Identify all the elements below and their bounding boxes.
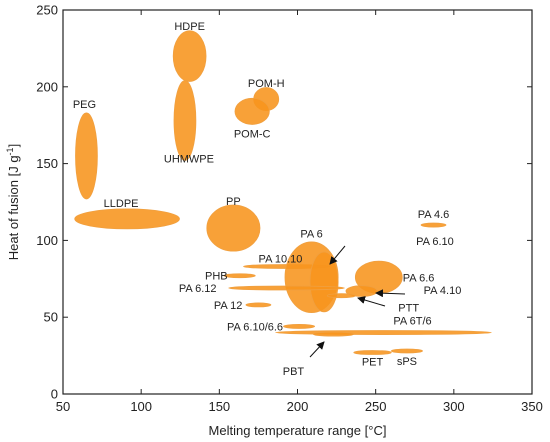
label-pet: PET xyxy=(362,357,384,369)
x-tick-label: 150 xyxy=(208,399,230,414)
mark-pom-c xyxy=(234,97,270,125)
y-tick-label: 250 xyxy=(36,3,58,18)
mark-lldpe xyxy=(74,208,180,230)
mark-pa-6-10 xyxy=(309,251,339,313)
label-pa-10-10: PA 10.10 xyxy=(259,254,303,266)
label-pp: PP xyxy=(226,196,241,208)
x-tick-label: 350 xyxy=(521,399,543,414)
label-pbt: PBT xyxy=(283,366,305,378)
label-pa-12: PA 12 xyxy=(214,300,243,312)
mark-pa-4-6 xyxy=(420,222,447,228)
mark-pp xyxy=(206,204,261,252)
mark-pa-12 xyxy=(245,302,272,308)
mark-hdpe xyxy=(172,30,207,82)
x-tick-label: 50 xyxy=(56,399,70,414)
label-pa-4-6: PA 4.6 xyxy=(418,209,450,221)
y-axis-title-main: Heat of fusion [J g xyxy=(6,155,21,260)
y-tick-label: 100 xyxy=(36,233,58,248)
y-tick-label: 50 xyxy=(44,310,58,325)
y-axis-title-tail: ] xyxy=(6,144,21,148)
mark-sps xyxy=(390,348,423,354)
label-pa-4-10: PA 4.10 xyxy=(424,285,462,297)
x-tick-label: 200 xyxy=(287,399,309,414)
mark-labels: HDPE UHMWPE POM-H POM-C PEG LLDPE PP PA 4.6 PA 1… xyxy=(73,21,461,378)
label-pa-6: PA 6 xyxy=(300,228,322,240)
label-pa-6-10-6-6: PA 6.10/6.6 xyxy=(227,321,283,333)
label-ptt: PTT xyxy=(398,303,419,315)
label-peg: PEG xyxy=(73,99,96,111)
y-axis-title-sup: -1 xyxy=(5,147,15,155)
label-hdpe: HDPE xyxy=(174,21,205,33)
mark-pa-6-12 xyxy=(228,285,345,291)
label-phb: PHB xyxy=(205,271,228,283)
arrow-pa-4-10 xyxy=(375,289,406,298)
mark-peg xyxy=(75,112,98,200)
mark-pet xyxy=(353,350,392,355)
label-pa-6-12: PA 6.12 xyxy=(179,283,217,295)
label-sps: sPS xyxy=(397,356,417,368)
x-tick-label: 250 xyxy=(365,399,387,414)
label-pom-h: POM-H xyxy=(248,78,285,90)
label-pa-6t-6: PA 6T/6 xyxy=(393,316,431,328)
y-tick-label: 150 xyxy=(36,156,58,171)
y-tick-label: 200 xyxy=(36,79,58,94)
arrow-ptt xyxy=(357,296,386,307)
label-pa-6-6: PA 6.6 xyxy=(403,272,435,284)
mark-phb xyxy=(223,273,256,279)
x-tick-label: 100 xyxy=(130,399,152,414)
x-tick-label: 300 xyxy=(443,399,465,414)
label-pom-c: POM-C xyxy=(234,128,271,140)
mark-pa-6t-6 xyxy=(275,330,492,335)
mark-ptt xyxy=(326,293,356,299)
arrow-pbt xyxy=(309,341,325,358)
label-pa-6-10: PA 6.10 xyxy=(416,236,454,248)
data-marks xyxy=(74,30,492,355)
mark-uhmwpe xyxy=(173,80,197,161)
x-axis-title: Melting temperature range [°C] xyxy=(209,423,387,438)
mark-pa-6-10-6-6 xyxy=(283,324,316,329)
y-tick-label: 0 xyxy=(51,387,58,402)
label-lldpe: LLDPE xyxy=(104,198,139,210)
label-uhmwpe: UHMWPE xyxy=(164,154,214,166)
y-axis-title: Heat of fusion [J g-1] xyxy=(5,144,21,260)
arrow-pa-6-10 xyxy=(329,245,346,265)
mark-pbt xyxy=(312,331,355,337)
annotation-arrows xyxy=(309,245,406,358)
